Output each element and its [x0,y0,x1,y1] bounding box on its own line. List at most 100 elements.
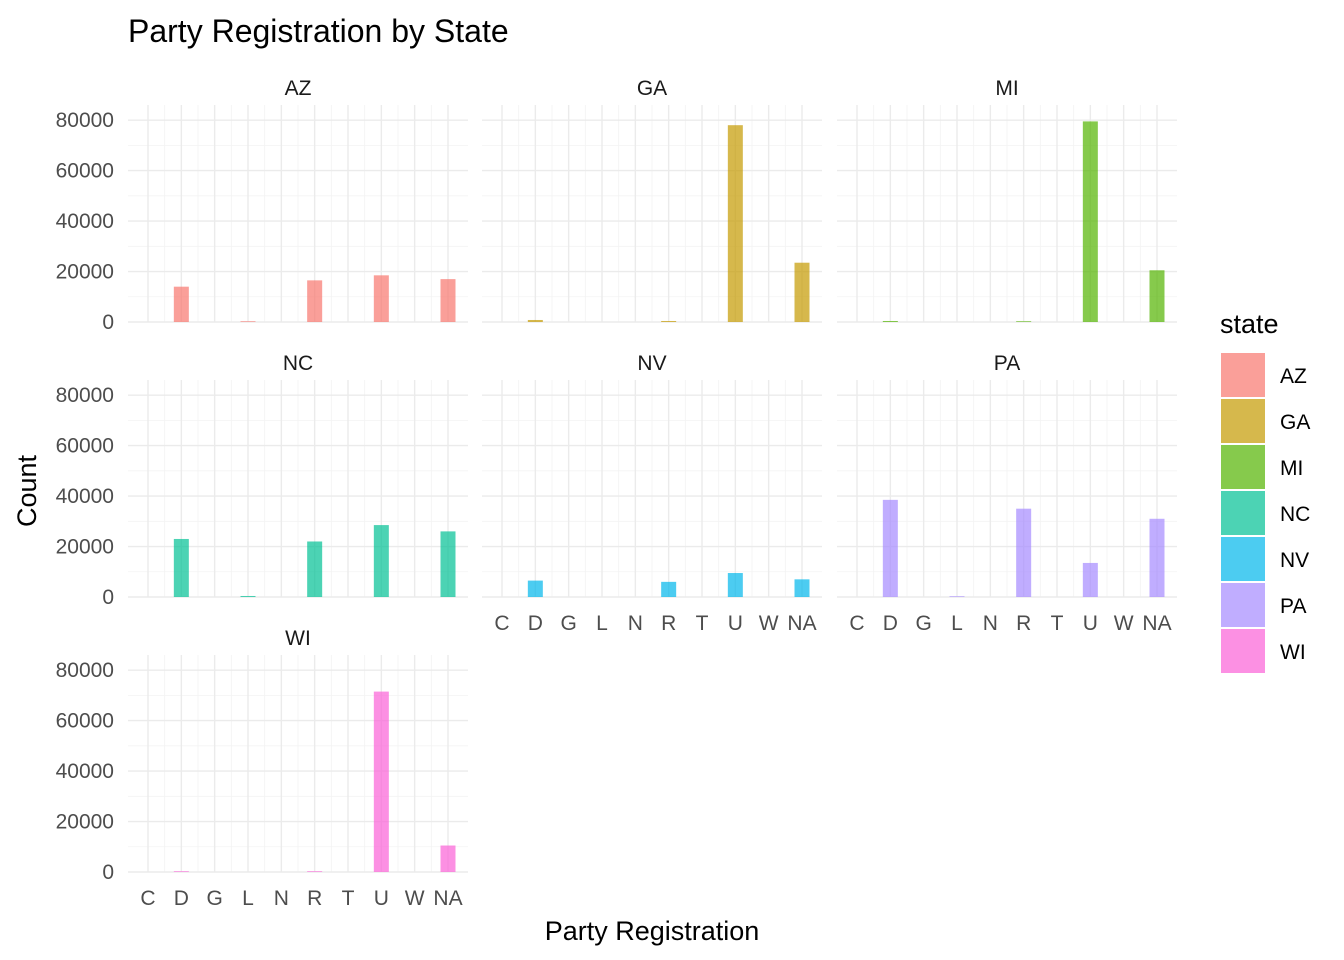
x-tick-label: G [206,887,222,910]
facet-panel-ga: GA [482,77,822,323]
bar-pa-u [1082,562,1098,597]
x-tick-label: W [405,887,425,910]
facet-strip-label: PA [994,352,1020,375]
bar-nc-u [373,525,389,597]
x-tick-label: U [374,887,389,910]
facet-panel-pa: PA C D G L N R T U W NA [837,352,1177,635]
legend-label: WI [1280,641,1306,664]
bar-nv-r [661,581,677,597]
facet-strip-label: NV [637,352,666,375]
facet-strip-label: NC [283,352,313,375]
x-tick-label: R [307,887,322,910]
x-tick-label: G [915,612,931,635]
x-tick-label: N [628,612,643,635]
y-tick-label: 20000 [56,536,114,559]
x-tick-label: T [1051,612,1064,635]
bar-az-na [440,279,456,322]
facet-strip-label: GA [637,77,667,100]
bar-mi-u [1082,121,1098,323]
bar-wi-na [440,845,456,872]
y-tick-label: 0 [102,586,114,609]
x-tick-label: L [242,887,254,910]
bar-mi-d [882,320,898,322]
bar-pa-d [882,499,898,597]
x-tick-label: R [1016,612,1031,635]
x-axis-title: Party Registration [545,916,760,946]
y-tick-label: 60000 [56,435,114,458]
x-tick-label: T [342,887,355,910]
bar-nv-u [727,573,743,597]
bar-nc-d [173,538,189,597]
bar-wi-r [307,871,323,872]
y-tick-label: 40000 [56,210,114,233]
y-tick-label: 0 [102,311,114,334]
facet-strip-label: MI [995,77,1018,100]
bar-az-d [173,286,189,322]
bar-nv-d [527,580,543,597]
facet-panel-nv: NV C D G L N R T U W NA [482,352,822,635]
facet-panel-wi: WI 0 20000 40000 60000 80000 C D G L N R T U W NA [56,627,468,910]
facet-strip-label: WI [285,627,311,650]
x-tick-label: NA [433,887,462,910]
x-tick-label: U [728,612,743,635]
legend-label: AZ [1280,365,1307,388]
x-tick-label: N [274,887,289,910]
y-tick-label: 0 [102,861,114,884]
legend-label: MI [1280,457,1303,480]
y-tick-label: 60000 [56,160,114,183]
facet-panel-mi: MI [837,77,1177,323]
bar-nc-l [240,595,256,597]
bar-nc-na [440,531,456,597]
bar-az-l [240,321,256,322]
legend-key-wi [1221,629,1265,673]
legend-title: state [1220,309,1279,339]
x-tick-label: D [528,612,543,635]
legend-label: NV [1280,549,1309,572]
bar-wi-u [373,691,389,872]
facet-panel-nc: NC 0 20000 40000 60000 80000 [56,352,468,609]
x-tick-label: R [661,612,676,635]
bar-pa-r [1016,508,1032,597]
y-axis-title: Count [12,454,42,527]
x-tick-label: W [759,612,779,635]
x-tick-label: NA [787,612,816,635]
x-tick-label: W [1114,612,1134,635]
x-tick-label: NA [1142,612,1171,635]
bar-ga-r [661,320,677,322]
legend-key-ga [1221,399,1265,443]
bar-pa-na [1149,518,1165,597]
x-tick-label: G [560,612,576,635]
legend-key-nc [1221,491,1265,535]
bar-mi-na [1149,270,1165,322]
bar-mi-r [1016,321,1032,322]
bar-nc-r [307,541,323,597]
x-tick-label: D [883,612,898,635]
y-tick-label: 20000 [56,261,114,284]
legend-key-mi [1221,445,1265,489]
bar-wi-d [173,871,189,872]
bar-nv-na [794,579,810,597]
bar-az-r [307,280,323,322]
y-tick-label: 80000 [56,384,114,407]
y-tick-label: 80000 [56,109,114,132]
y-tick-label: 20000 [56,811,114,834]
x-tick-label: N [983,612,998,635]
legend-key-az [1221,353,1265,397]
legend-label: NC [1280,503,1310,526]
x-tick-label: L [596,612,608,635]
legend-label: PA [1280,595,1306,618]
bar-ga-d [527,319,543,322]
bar-ga-u [727,125,743,323]
x-tick-label: T [696,612,709,635]
chart-title: Party Registration by State [128,13,509,49]
y-tick-label: 80000 [56,659,114,682]
x-tick-label: L [951,612,963,635]
x-tick-label: C [494,612,509,635]
legend-key-pa [1221,583,1265,627]
legend: state AZ GA MI NC NV PA WI [1220,309,1310,673]
bar-ga-na [794,262,810,322]
bar-pa-l [949,596,965,597]
legend-label: GA [1280,411,1310,434]
